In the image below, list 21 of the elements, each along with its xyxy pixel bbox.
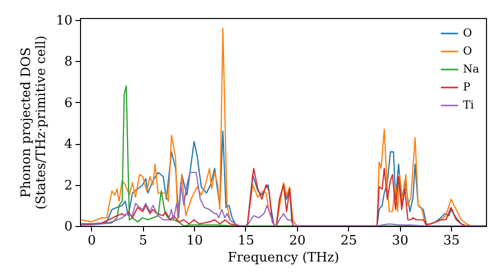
x-tick-label: 25 xyxy=(340,234,358,248)
legend-label: P xyxy=(463,80,471,94)
y-tick-label: 4 xyxy=(64,137,72,152)
y-tick-label: 0 xyxy=(64,220,72,234)
y-tick-label: 6 xyxy=(64,96,72,111)
y-tick-label: 10 xyxy=(56,14,72,29)
legend-label: O xyxy=(463,44,472,58)
legend-label: O xyxy=(463,26,472,40)
y-axis-title: Phonon projected DOS (States/THz·primitive cell) xyxy=(18,35,49,210)
y-tick-label: 2 xyxy=(64,178,72,194)
x-tick-label: 20 xyxy=(289,234,306,248)
x-tick-label: 0 xyxy=(88,234,96,248)
x-tick-label: 5 xyxy=(139,234,148,248)
legend-label: Ti xyxy=(463,98,474,112)
x-tick-label: 10 xyxy=(186,234,203,248)
x-tick-label: 35 xyxy=(443,234,460,248)
legend-label: Na xyxy=(463,62,480,76)
x-tick-label: 30 xyxy=(392,234,408,248)
x-tick-label: 15 xyxy=(238,234,254,248)
x-axis-title: Frequency (THz) xyxy=(228,250,340,266)
y-tick-label: 8 xyxy=(64,54,72,70)
